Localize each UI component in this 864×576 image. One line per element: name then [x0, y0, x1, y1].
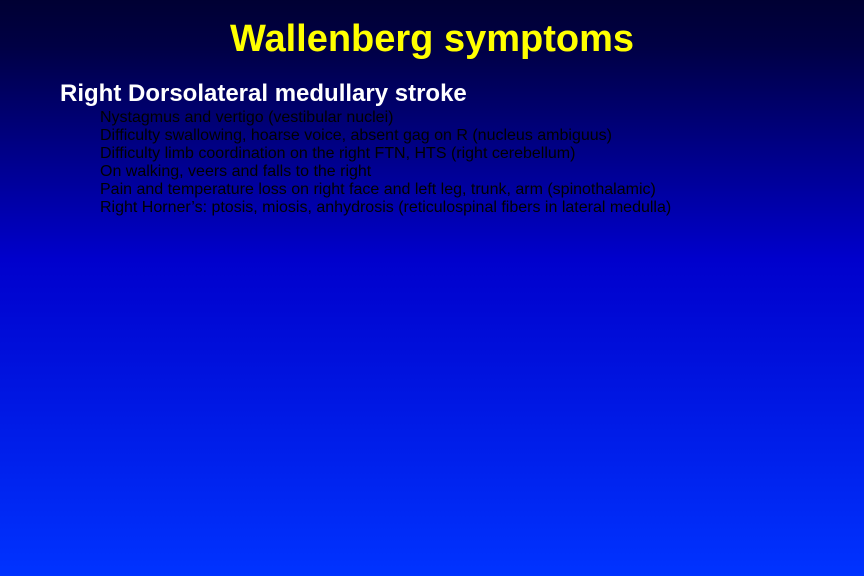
slide-title: Wallenberg symptoms: [60, 18, 804, 61]
slide: Wallenberg symptoms Right Dorsolateral m…: [0, 0, 864, 576]
bullet-item: Nystagmus and vertigo (vestibular nuclei…: [60, 109, 804, 127]
bullet-item: Pain and temperature loss on right face …: [60, 181, 804, 199]
bullet-item: Difficulty swallowing, hoarse voice, abs…: [60, 127, 804, 145]
bullet-item: Difficulty limb coordination on the righ…: [60, 145, 804, 163]
bullet-item: Right Horner’s: ptosis, miosis, anhydros…: [60, 199, 804, 217]
bullet-item: On walking, veers and falls to the right: [60, 163, 804, 181]
slide-heading: Right Dorsolateral medullary stroke: [60, 79, 804, 109]
